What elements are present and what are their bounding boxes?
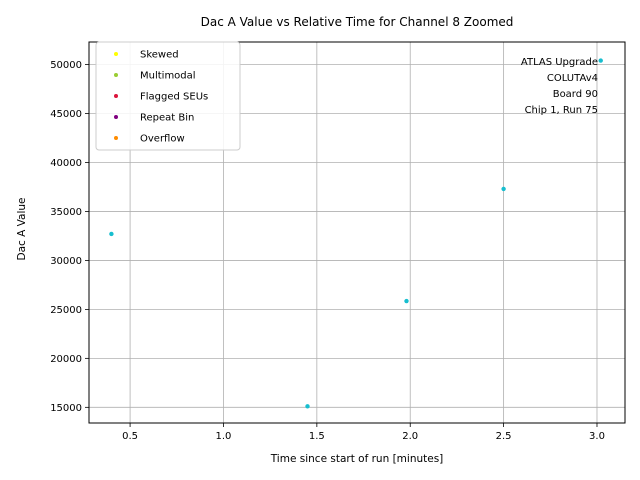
- x-axis-label: Time since start of run [minutes]: [270, 453, 444, 465]
- x-tick-label: 1.0: [216, 431, 232, 442]
- legend-marker: [114, 52, 118, 56]
- x-tick-label: 1.5: [309, 431, 325, 442]
- annotation-text: ATLAS Upgrade COLUTAv4 Board 90 Chip 1, Run…: [521, 57, 598, 116]
- y-tick-label: 40000: [50, 158, 82, 169]
- y-tick-label: 20000: [50, 354, 82, 365]
- data-point: [109, 231, 114, 237]
- data-point: [598, 58, 603, 63]
- x-tick-label: 2.5: [496, 431, 512, 442]
- data-point: [501, 186, 506, 192]
- annotation-line: ATLAS Upgrade: [521, 57, 598, 68]
- legend: Skewed Multimodal Flagged SEUs Repeat Bin Ov…: [95, 41, 241, 151]
- plot-frame: [88, 41, 626, 424]
- legend-label: Overflow: [140, 134, 185, 145]
- legend-marker: [114, 73, 118, 77]
- annotation-line: Chip 1, Run 75: [525, 105, 598, 116]
- legend-box: [95, 41, 241, 151]
- data-point: [305, 404, 310, 409]
- legend-marker: [114, 94, 118, 98]
- y-tick-label: 30000: [50, 256, 82, 267]
- legend-label: Repeat Bin: [140, 113, 194, 124]
- legend-marker: [114, 115, 118, 119]
- data-point: [404, 298, 409, 304]
- grid: [89, 42, 625, 423]
- y-axis-ticks: 15000 20000 25000 30000 35000 40000 45000 50000: [50, 60, 89, 414]
- y-tick-label: 15000: [50, 403, 82, 414]
- annotation-line: COLUTAv4: [547, 73, 598, 84]
- legend-marker: [114, 136, 118, 140]
- data-points: [109, 58, 603, 409]
- x-axis-ticks: 0.5 1.0 1.5 2.0 2.5 3.0: [122, 423, 605, 442]
- y-tick-label: 50000: [50, 60, 82, 71]
- chart-title: Dac A Value vs Relative Time for Channel…: [201, 15, 514, 29]
- legend-label: Skewed: [140, 50, 179, 61]
- y-tick-label: 45000: [50, 109, 82, 120]
- y-tick-label: 35000: [50, 207, 82, 218]
- legend-label: Flagged SEUs: [140, 92, 208, 103]
- y-tick-label: 25000: [50, 305, 82, 316]
- x-tick-label: 0.5: [122, 431, 138, 442]
- annotation-line: Board 90: [553, 89, 598, 100]
- x-tick-label: 3.0: [589, 431, 605, 442]
- x-tick-label: 2.0: [402, 431, 418, 442]
- legend-label: Multimodal: [140, 71, 196, 82]
- y-axis-label: Dac A Value: [16, 198, 28, 261]
